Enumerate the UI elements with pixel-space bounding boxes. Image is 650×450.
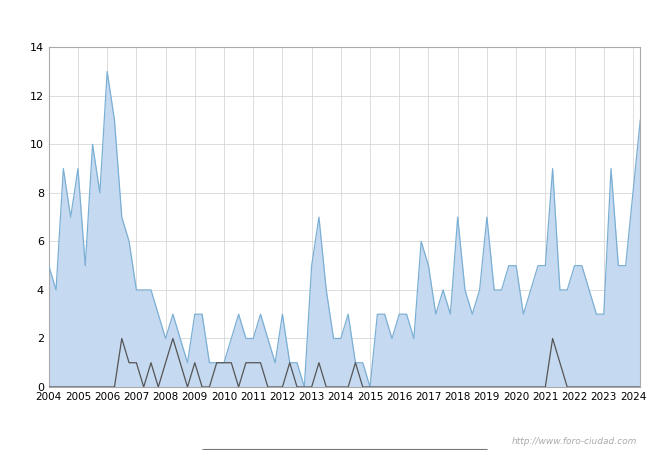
- Text: Arbeca - Evolucion del Nº de Transacciones Inmobiliarias: Arbeca - Evolucion del Nº de Transaccion…: [117, 12, 533, 27]
- Text: http://www.foro-ciudad.com: http://www.foro-ciudad.com: [512, 436, 637, 446]
- Legend: Viviendas Nuevas, Viviendas Usadas: Viviendas Nuevas, Viviendas Usadas: [202, 449, 488, 450]
